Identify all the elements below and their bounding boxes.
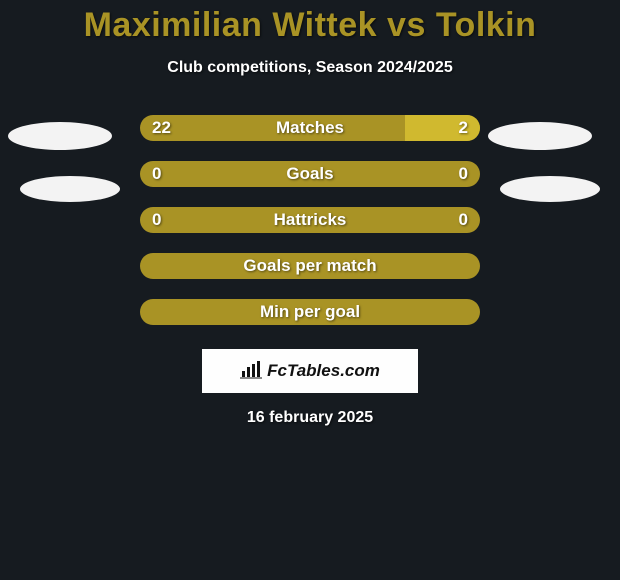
stat-value-left: 0 bbox=[152, 207, 161, 233]
stat-row: Goals per match bbox=[0, 253, 620, 279]
snapshot-date: 16 february 2025 bbox=[0, 409, 620, 427]
source-badge-text: FcTables.com bbox=[267, 361, 380, 381]
avatar-placeholder bbox=[20, 176, 120, 202]
stat-bar-right-fill bbox=[405, 115, 480, 141]
avatar-placeholder bbox=[8, 122, 112, 150]
stat-value-left: 0 bbox=[152, 161, 161, 187]
player-b-name: Tolkin bbox=[436, 6, 537, 44]
stat-value-right: 0 bbox=[459, 161, 468, 187]
subtitle: Club competitions, Season 2024/2025 bbox=[0, 59, 620, 77]
stat-value-right: 2 bbox=[459, 115, 468, 141]
stat-bar-track bbox=[140, 161, 480, 187]
stat-row: Min per goal bbox=[0, 299, 620, 325]
stat-bar-track bbox=[140, 299, 480, 325]
stat-value-left: 22 bbox=[152, 115, 171, 141]
player-a-name: Maximilian Wittek bbox=[84, 6, 377, 44]
stat-bar-track bbox=[140, 115, 480, 141]
avatar-placeholder bbox=[500, 176, 600, 202]
bar-chart-icon bbox=[240, 359, 262, 384]
stat-bar-track bbox=[140, 253, 480, 279]
vs-separator: vs bbox=[387, 6, 426, 44]
source-badge: FcTables.com bbox=[202, 349, 418, 393]
comparison-title: Maximilian Wittek vs Tolkin bbox=[0, 0, 620, 45]
stat-value-right: 0 bbox=[459, 207, 468, 233]
stat-bar-track bbox=[140, 207, 480, 233]
stat-row: Hattricks00 bbox=[0, 207, 620, 233]
avatar-placeholder bbox=[488, 122, 592, 150]
